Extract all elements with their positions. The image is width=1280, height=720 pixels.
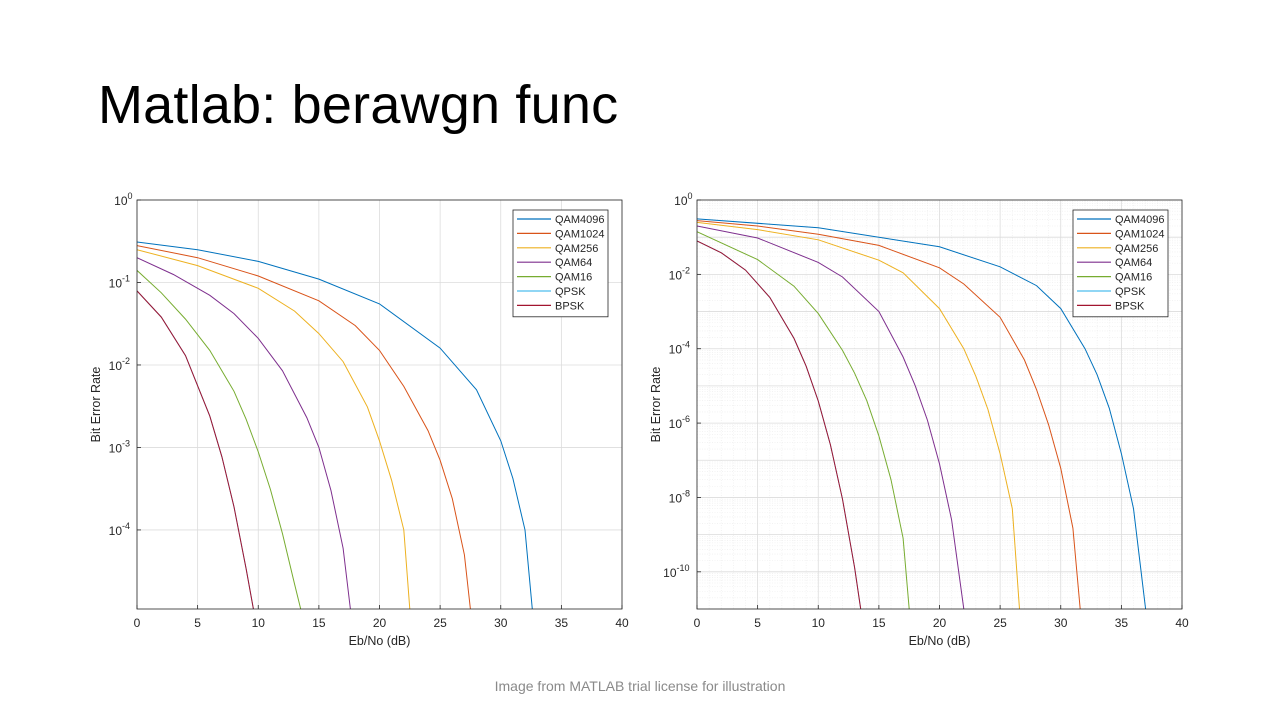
x-tick-label: 30 <box>494 616 508 630</box>
y-tick-exponent: -1 <box>122 273 130 283</box>
legend-box <box>512 209 609 318</box>
y-tick-exponent: 0 <box>128 191 133 201</box>
series-line-qam256 <box>137 249 411 609</box>
series-line-qam16 <box>697 231 910 609</box>
legend-label-qam256: QAM256 <box>555 243 598 255</box>
x-tick-label: 20 <box>373 616 387 630</box>
legend-label-qam16: QAM16 <box>555 272 592 284</box>
y-axis-label: Bit Error Rate <box>649 367 663 443</box>
y-tick-exponent: -4 <box>122 521 130 531</box>
x-tick-label: 20 <box>933 616 947 630</box>
series-line-qam4096 <box>137 241 533 609</box>
legend-label-bpsk: BPSK <box>555 300 585 312</box>
y-tick-exponent: -8 <box>682 488 690 498</box>
series-line-qam16 <box>137 270 302 609</box>
y-tick-label: 10 <box>674 194 688 208</box>
legend-label-qpsk: QPSK <box>1115 286 1146 298</box>
legend-label-qam4096: QAM4096 <box>1115 214 1165 226</box>
legend-label-qam256: QAM256 <box>1115 243 1158 255</box>
x-tick-label: 15 <box>872 616 886 630</box>
series-line-qam1024 <box>137 245 471 609</box>
legend-label-qpsk: QPSK <box>555 286 586 298</box>
y-tick-label: 10 <box>669 343 683 357</box>
x-tick-label: 0 <box>134 616 141 630</box>
x-tick-label: 5 <box>754 616 761 630</box>
series-line-qam4096 <box>697 218 1147 609</box>
x-tick-label: 15 <box>312 616 326 630</box>
legend-label-qam16: QAM16 <box>1115 272 1152 284</box>
series-line-qam1024 <box>697 220 1081 609</box>
y-tick-label: 10 <box>663 566 677 580</box>
series-line-bpsk <box>137 290 254 609</box>
legend: QAM4096 QAM1024 QAM256 QAM64 QAM16 QPSK BPSK <box>1072 209 1169 318</box>
series-line-qam256 <box>697 221 1020 609</box>
series-line-qam64 <box>697 225 965 609</box>
x-tick-label: 25 <box>993 616 1007 630</box>
x-tick-label: 5 <box>194 616 201 630</box>
x-tick-label: 25 <box>433 616 447 630</box>
y-tick-exponent: -2 <box>122 356 130 366</box>
series-line-qam64 <box>137 257 351 609</box>
y-axis-label: Bit Error Rate <box>89 367 103 443</box>
x-axis-label: Eb/No (dB) <box>349 634 411 648</box>
y-tick-label: 10 <box>109 524 123 538</box>
series-group <box>137 241 533 609</box>
slide-title: Matlab: berawgn func <box>98 75 619 135</box>
legend-label-qam1024: QAM1024 <box>555 228 605 240</box>
y-tick-label: 10 <box>109 359 123 373</box>
x-tick-label: 35 <box>555 616 569 630</box>
series-group <box>697 218 1147 609</box>
legend-label-qam1024: QAM1024 <box>1115 228 1165 240</box>
legend-box <box>1072 209 1169 318</box>
x-tick-label: 40 <box>1175 616 1189 630</box>
x-tick-label: 0 <box>694 616 701 630</box>
x-tick-label: 40 <box>615 616 629 630</box>
x-tick-label: 10 <box>812 616 826 630</box>
legend-label-qam64: QAM64 <box>555 257 592 269</box>
x-axis-label: Eb/No (dB) <box>909 634 971 648</box>
x-tick-label: 30 <box>1054 616 1068 630</box>
y-tick-label: 10 <box>114 194 128 208</box>
y-tick-exponent: -6 <box>682 414 690 424</box>
x-tick-label: 10 <box>252 616 266 630</box>
y-tick-exponent: -2 <box>682 265 690 275</box>
y-tick-label: 10 <box>669 491 683 505</box>
legend: QAM4096 QAM1024 QAM256 QAM64 QAM16 QPSK BPSK <box>512 209 609 318</box>
y-tick-label: 10 <box>109 276 123 290</box>
series-line-bpsk <box>697 240 862 609</box>
y-tick-exponent: -4 <box>682 340 690 350</box>
y-tick-label: 10 <box>109 441 123 455</box>
legend-label-qam4096: QAM4096 <box>555 214 605 226</box>
y-tick-exponent: -10 <box>677 563 690 573</box>
legend-label-bpsk: BPSK <box>1115 300 1145 312</box>
y-tick-label: 10 <box>669 268 683 282</box>
image-caption: Image from MATLAB trial license for illu… <box>494 678 786 694</box>
legend-label-qam64: QAM64 <box>1115 257 1152 269</box>
y-tick-exponent: 0 <box>688 191 693 201</box>
y-tick-exponent: -3 <box>122 438 130 448</box>
y-tick-label: 10 <box>669 417 683 431</box>
x-tick-label: 35 <box>1115 616 1129 630</box>
